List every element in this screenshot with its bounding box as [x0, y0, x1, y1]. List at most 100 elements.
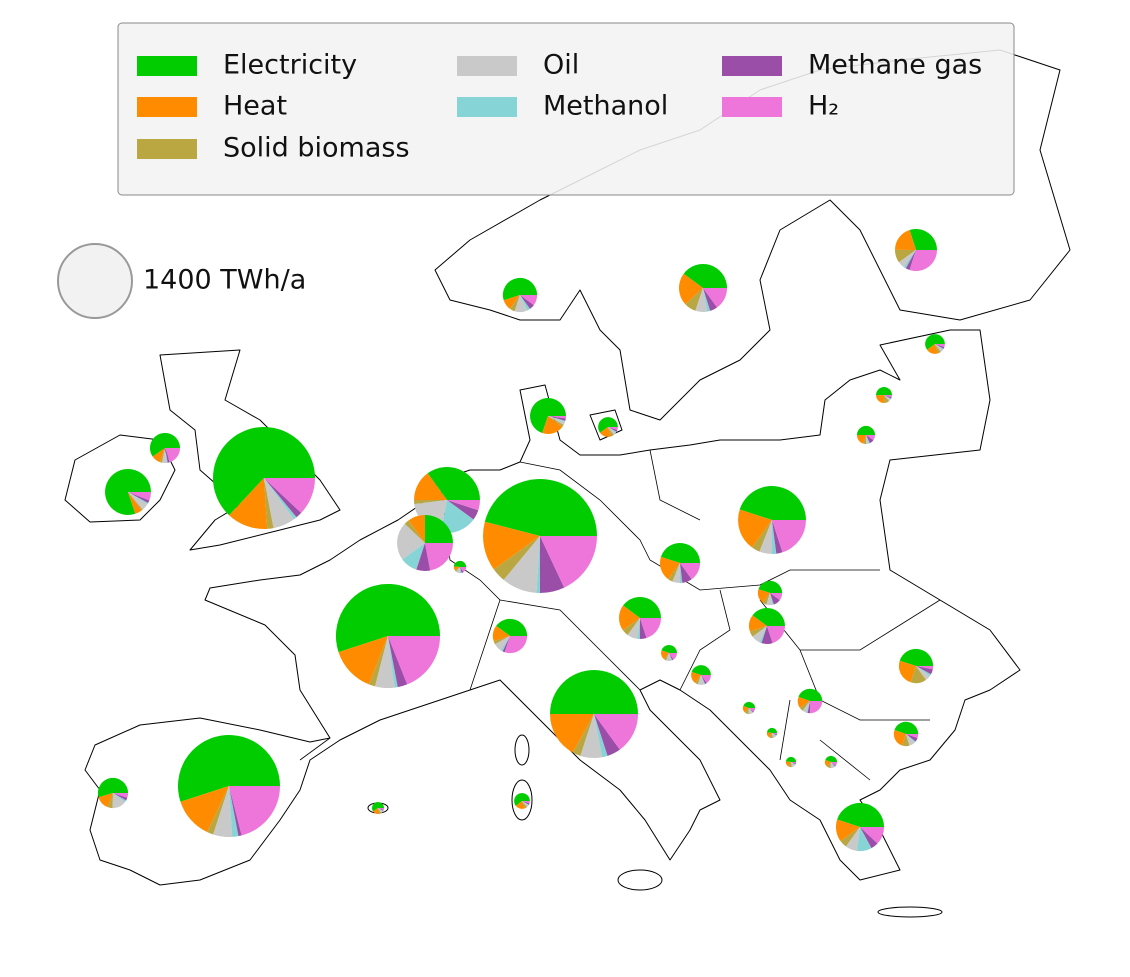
land-sicily: [617, 869, 663, 891]
pie-slice: [456, 567, 460, 574]
pie: [925, 334, 945, 354]
pie-slice: [664, 653, 669, 661]
pie-slice: [373, 808, 380, 815]
legend-label: H₂: [808, 91, 839, 122]
pie-slice: [378, 808, 382, 814]
pie: [371, 801, 385, 815]
size-legend-label: 1400 TWh/a: [143, 265, 306, 296]
pie-slice: [608, 427, 618, 432]
pie-slice: [807, 701, 811, 714]
pie-slice: [668, 563, 680, 582]
pie-slice: [128, 492, 142, 514]
pie-slice: [608, 427, 617, 433]
pie-slice: [935, 344, 945, 349]
pie: [856, 425, 876, 445]
pie: [397, 515, 453, 571]
pie-slice: [388, 636, 398, 688]
pie-slice: [797, 696, 810, 708]
pie-slice: [338, 636, 388, 685]
pie-slice: [876, 387, 892, 396]
pie-slice: [213, 786, 233, 838]
pie-slice: [678, 273, 703, 305]
pie-slice: [903, 250, 916, 269]
legend-swatch: [457, 56, 517, 76]
pie-slice: [427, 467, 480, 500]
pie-slice: [264, 478, 274, 529]
pie-slice: [522, 801, 529, 808]
pie-slice: [772, 733, 776, 739]
pie-slice: [669, 653, 673, 661]
pie-slice: [113, 793, 127, 803]
pie-slice: [925, 334, 945, 350]
pie-slice: [572, 714, 594, 756]
pie-slice: [835, 819, 860, 842]
pie-slice: [824, 760, 831, 767]
pie-slice: [660, 542, 701, 563]
pie-slice: [264, 478, 302, 518]
legend-label: Methane gas: [808, 50, 982, 81]
pie-slice: [831, 762, 836, 768]
pie-slice: [742, 706, 749, 713]
pie: [97, 777, 129, 809]
pie-slice: [906, 734, 916, 743]
pie-slice: [840, 827, 860, 847]
pie-slice: [425, 515, 453, 543]
pie-slice: [770, 593, 783, 601]
pie-slice: [483, 521, 540, 570]
pie-slice: [548, 416, 564, 427]
pie-slice: [685, 288, 703, 311]
pie-slice: [404, 520, 425, 543]
pie-slice: [447, 500, 479, 520]
pie-slice: [884, 395, 890, 403]
pie: [514, 793, 530, 809]
pie: [212, 426, 316, 530]
pie: [824, 755, 838, 769]
pie-slice: [637, 618, 640, 640]
pie-slice: [447, 500, 480, 511]
pie: [502, 277, 538, 313]
legend-swatch: [137, 139, 197, 159]
pie-slice: [594, 714, 608, 758]
pie-slice: [701, 675, 711, 684]
size-reference-circle: [57, 243, 133, 319]
pie-slice: [866, 435, 876, 441]
pie-slice: [540, 536, 597, 588]
pie-slice: [799, 701, 810, 711]
pie-slice: [909, 250, 938, 272]
pie-slice: [548, 416, 566, 421]
pie-slice: [772, 733, 778, 735]
pie-slice: [460, 567, 467, 573]
pie-slice: [460, 567, 464, 573]
pie-slice: [180, 786, 229, 833]
pie-slice: [752, 520, 772, 552]
legend-swatch: [137, 97, 197, 117]
pie: [549, 669, 639, 759]
pie-slice: [594, 714, 620, 756]
pie-slice: [484, 479, 597, 536]
pie-slice: [608, 427, 617, 436]
pie-slice: [749, 708, 754, 713]
pie-slice: [128, 492, 150, 504]
pie-slice: [791, 762, 796, 765]
pie-slice: [503, 295, 520, 309]
pie-slice: [866, 435, 870, 444]
pie-slice: [514, 295, 528, 313]
pie-slice: [520, 295, 538, 306]
pie-slice: [743, 701, 756, 708]
pie-slice: [759, 520, 772, 554]
pie-slice: [916, 666, 933, 675]
pie-slice: [672, 563, 680, 584]
pie-slice: [749, 708, 754, 714]
pie-slice: [884, 395, 892, 400]
pie-slice: [894, 249, 916, 263]
legend: Electricity Heat Solid biomass Oil Methanol M…: [117, 22, 1015, 196]
pie-slice: [378, 808, 385, 811]
pie-slice: [826, 762, 831, 769]
pie-slice: [229, 786, 281, 836]
pie: [149, 432, 181, 464]
pie-slice: [502, 277, 538, 301]
pie-slice: [860, 827, 885, 844]
pie-slice: [388, 636, 441, 685]
pie-slice: [856, 827, 872, 852]
pie-slice: [679, 563, 683, 584]
